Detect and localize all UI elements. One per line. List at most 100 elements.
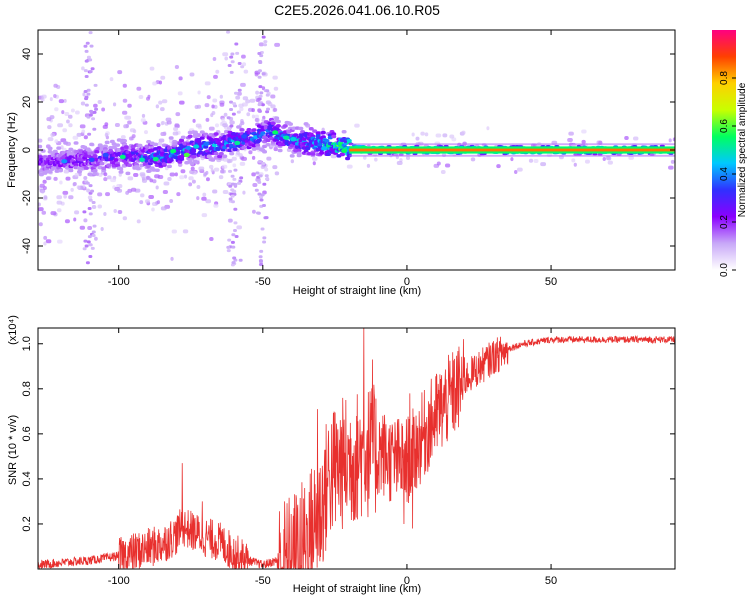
- snr-ytick-label: 0.4: [21, 471, 33, 486]
- heatmap-cell: [63, 194, 67, 199]
- heatmap-cell: [312, 161, 316, 166]
- heatmap-cell: [324, 139, 330, 143]
- heatmap-cell: [173, 126, 179, 131]
- heatmap-cell: [232, 256, 237, 260]
- heatmap-cell: [440, 169, 446, 174]
- heatmap-cell: [251, 209, 256, 214]
- heatmap-cell: [83, 44, 88, 48]
- heatmap-cell: [230, 60, 235, 64]
- heatmap-cell: [191, 149, 197, 153]
- heatmap-cell: [84, 49, 89, 53]
- heatmap-cell: [257, 180, 262, 184]
- heatmap-cell: [203, 141, 210, 147]
- heatmap-cell: [257, 159, 262, 163]
- heatmap-cell: [139, 157, 146, 162]
- heatmap-cell: [255, 143, 261, 147]
- heatmap-cell: [245, 99, 251, 104]
- colorbar-label: Normalized spectral amplitude: [737, 82, 748, 217]
- heatmap-cell: [136, 219, 141, 224]
- heatmap-cell: [68, 147, 74, 152]
- heatmap-cell: [73, 217, 77, 222]
- heatmap-cell: [204, 81, 211, 86]
- heatmap-cell: [257, 75, 262, 79]
- heatmap-cell: [290, 159, 295, 164]
- heatmap-cell: [116, 183, 122, 188]
- heatmap-cell: [211, 104, 215, 109]
- heatmap-cell: [153, 142, 159, 147]
- heatmap-cell: [177, 91, 183, 96]
- heatmap-cell: [226, 245, 231, 249]
- heatmap-cell: [177, 160, 183, 164]
- heatmap-cell: [118, 170, 124, 174]
- heatmap-cell: [331, 134, 337, 139]
- snr-xlabel: Height of straight line (km): [293, 583, 421, 595]
- heatmap-cell: [229, 100, 234, 104]
- heatmap-cell: [87, 172, 93, 177]
- heatmap-cell: [114, 122, 120, 127]
- heatmap-cell: [260, 131, 266, 135]
- heatmap-cell: [204, 103, 210, 108]
- heatmap-cell: [82, 92, 86, 97]
- heatmap-cell: [248, 150, 253, 155]
- heatmap-cell: [240, 119, 244, 124]
- heatmap-cell: [188, 182, 193, 187]
- heatmap-cell: [88, 198, 93, 202]
- heatmap-cell: [76, 132, 82, 137]
- heatmap-cell: [189, 161, 195, 166]
- heatmap-cell: [232, 102, 237, 106]
- heatmap-cell: [584, 159, 590, 164]
- heatmap-cell: [155, 104, 160, 109]
- heatmap-cell: [317, 142, 323, 147]
- heatmap-cell: [94, 236, 98, 241]
- heatmap-cell: [160, 121, 164, 126]
- heatmap-cell: [229, 107, 234, 111]
- heatmap-cell: [61, 159, 68, 164]
- heatmap-cell: [282, 124, 288, 128]
- heatmap-cell: [231, 245, 236, 249]
- heatmap-cell: [243, 69, 249, 74]
- heatmap-cell: [92, 110, 97, 114]
- heatmap-cell: [232, 163, 237, 168]
- heatmap-cell: [275, 119, 281, 124]
- heatmap-cell: [265, 110, 270, 114]
- heatmap-cell: [230, 200, 235, 204]
- heatmap-cell: [263, 43, 268, 47]
- heatmap-cell: [190, 166, 195, 171]
- heatmap-cell: [104, 132, 109, 137]
- heatmap-cell: [86, 88, 91, 92]
- heatmap-cell: [461, 130, 466, 135]
- heatmap-cell: [188, 176, 194, 181]
- heatmap-cell: [272, 75, 278, 80]
- heatmap-cell: [266, 156, 272, 161]
- heatmap-cell: [321, 127, 325, 132]
- heatmap-cell: [254, 114, 260, 119]
- heatmap-cell: [124, 115, 129, 120]
- heatmap-cell: [208, 164, 214, 169]
- heatmap-cell: [101, 107, 106, 112]
- heatmap-cell: [56, 195, 63, 200]
- heatmap-cell: [514, 169, 518, 174]
- heatmap-cell: [86, 188, 91, 193]
- heatmap-cell: [178, 162, 183, 167]
- heatmap-cell: [183, 174, 188, 179]
- heatmap-cell: [223, 112, 228, 117]
- heatmap-cell: [94, 149, 100, 154]
- heatmap-cell: [43, 241, 47, 246]
- heatmap-cell: [84, 103, 89, 107]
- heatmap-cell: [59, 180, 63, 185]
- heatmap-cell: [91, 200, 96, 204]
- heatmap-cell: [255, 90, 260, 95]
- heatmap-cell: [201, 213, 208, 218]
- heatmap-cell: [91, 234, 96, 238]
- heatmap-cell: [88, 255, 93, 259]
- heatmap-cell: [266, 107, 271, 111]
- heatmap-cell: [83, 239, 88, 243]
- heatmap-cell: [261, 72, 266, 76]
- heatmap-cell: [289, 154, 295, 158]
- heatmap-cell: [160, 206, 167, 211]
- heatmap-cell: [528, 158, 534, 163]
- heatmap-cell: [218, 152, 224, 156]
- heatmap-cell: [237, 61, 242, 65]
- heatmap-cell: [56, 208, 62, 213]
- heatmap-cell: [102, 152, 109, 158]
